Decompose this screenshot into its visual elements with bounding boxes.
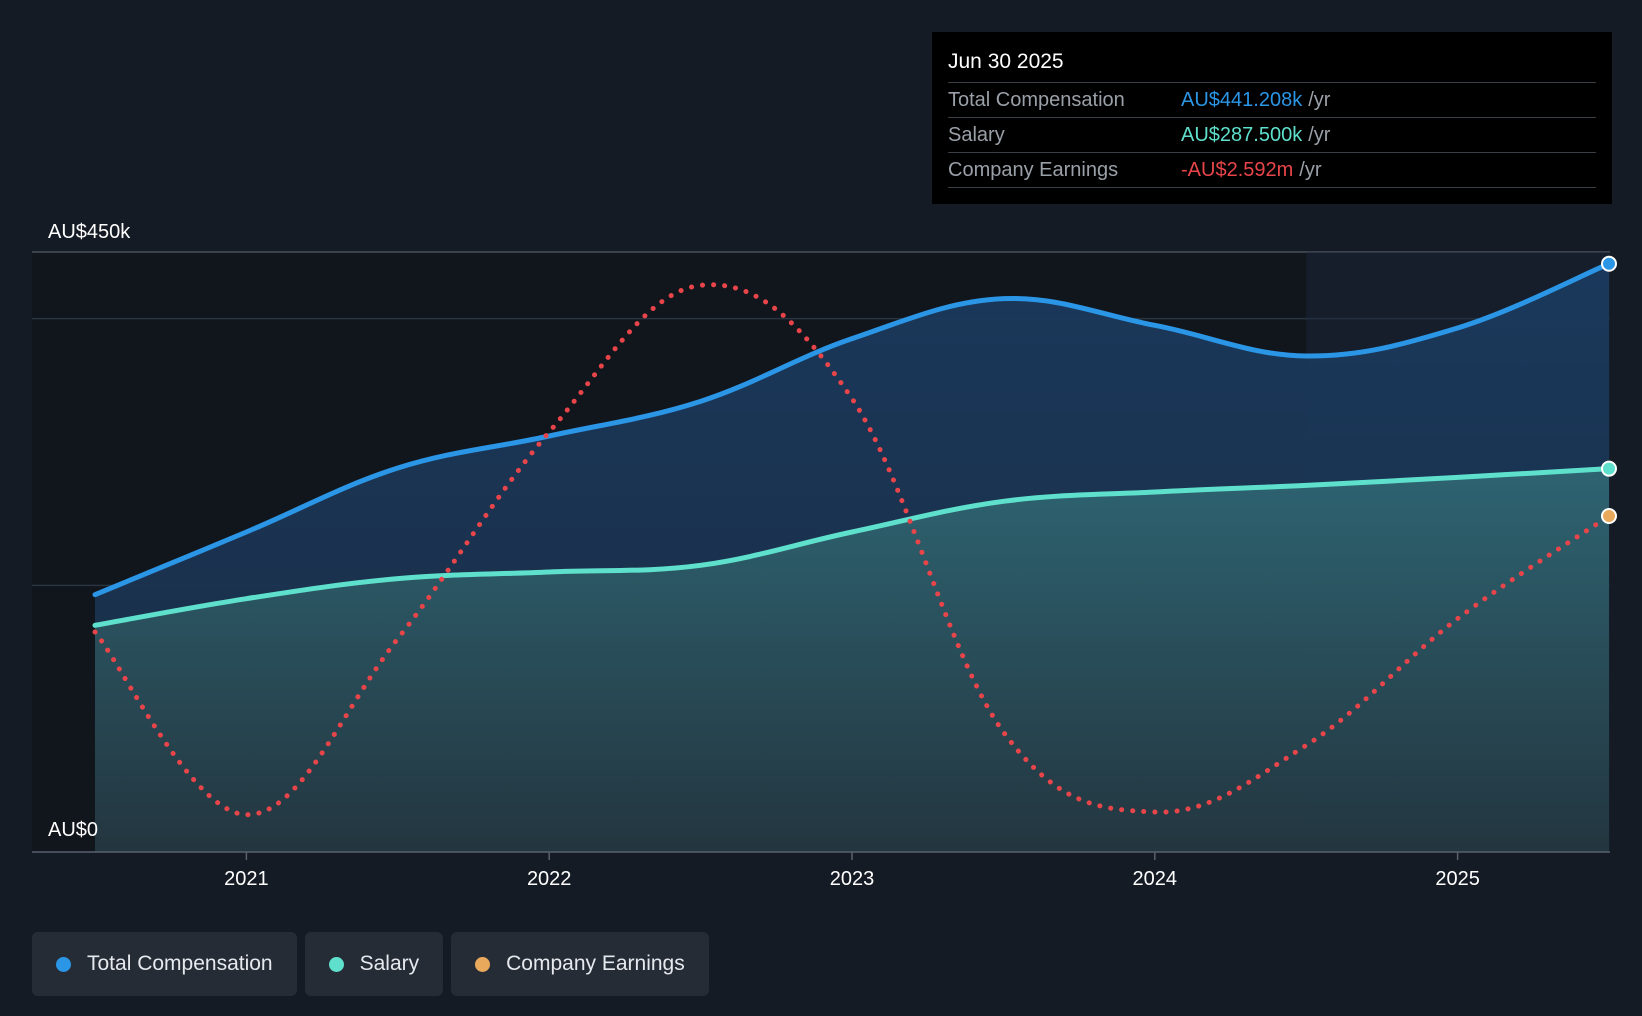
- tooltip-unit: /yr: [1308, 89, 1331, 111]
- tooltip-row-company-earnings: Company Earnings -AU$2.592m /yr: [948, 153, 1596, 188]
- data-tooltip: Jun 30 2025 Total Compensation AU$441.20…: [932, 32, 1612, 204]
- legend-item-salary[interactable]: Salary: [304, 932, 444, 996]
- x-tick-label: 2024: [1133, 868, 1178, 890]
- salary-line: [92, 466, 1612, 628]
- tooltip-unit: /yr: [1308, 124, 1331, 146]
- x-tick-label: 2021: [224, 868, 269, 890]
- x-tick-label: 2025: [1435, 868, 1480, 890]
- y-axis-min-label: AU$0: [48, 819, 98, 841]
- x-tick-label: 2022: [527, 868, 572, 890]
- tooltip-label: Total Compensation: [948, 89, 1125, 111]
- tooltip-value: -AU$2.592m: [1181, 159, 1294, 181]
- total-compensation-line: [92, 261, 1612, 598]
- legend-label: Salary: [359, 952, 420, 975]
- dot-icon: [328, 956, 344, 972]
- company-earnings-end-marker[interactable]: [1601, 508, 1617, 524]
- salary-area: [95, 468, 1609, 852]
- tooltip-label: Company Earnings: [948, 159, 1119, 181]
- total-compensation-end-marker[interactable]: [1601, 255, 1617, 272]
- legend-label: Total Compensation: [87, 952, 273, 975]
- chart-legend: Total Compensation Salary Company Earnin…: [32, 932, 709, 996]
- tooltip-unit: /yr: [1299, 159, 1322, 181]
- legend-item-total-compensation[interactable]: Total Compensation: [32, 932, 297, 996]
- dot-icon: [475, 956, 491, 972]
- y-axis-max-label: AU$450k: [48, 221, 131, 243]
- tooltip-value: AU$287.500k: [1181, 124, 1303, 146]
- legend-item-company-earnings[interactable]: Company Earnings: [451, 932, 709, 996]
- tooltip-row-salary: Salary AU$287.500k /yr: [948, 118, 1596, 153]
- x-tick-label: 2023: [830, 868, 875, 890]
- tooltip-date: Jun 30 2025: [948, 46, 1596, 83]
- salary-end-marker[interactable]: [1601, 460, 1617, 477]
- legend-label: Company Earnings: [506, 952, 685, 975]
- dot-icon: [56, 956, 71, 972]
- tooltip-value: AU$441.208k: [1181, 89, 1303, 111]
- tooltip-row-total-compensation: Total Compensation AU$441.208k /yr: [948, 83, 1596, 118]
- company-earnings-line: [92, 282, 1612, 818]
- tooltip-label: Salary: [948, 124, 1005, 146]
